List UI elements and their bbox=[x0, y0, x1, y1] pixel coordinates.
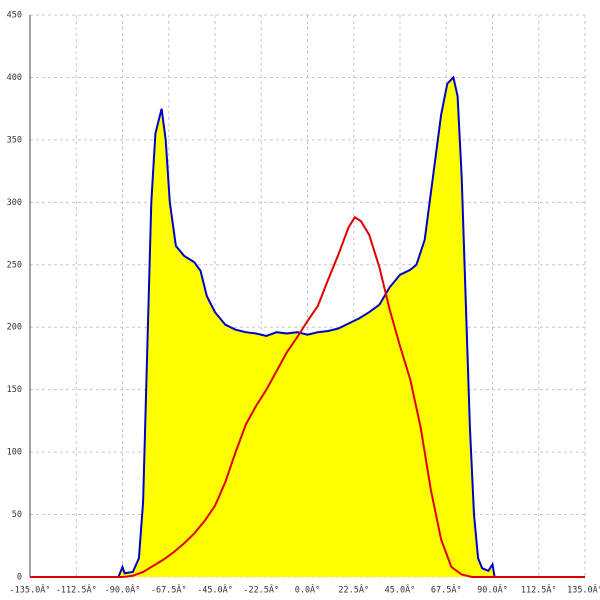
series-line bbox=[30, 215, 585, 578]
y-tick-label: 200 bbox=[7, 323, 22, 333]
y-tick-label: 50 bbox=[12, 510, 22, 520]
x-tick-label: 67.5Â° bbox=[431, 584, 462, 596]
x-tick-label: 0.0Â° bbox=[295, 584, 321, 596]
y-tick-label: 100 bbox=[7, 448, 22, 458]
y-tick-label: 300 bbox=[7, 198, 22, 208]
x-tick-label: 112.5Â° bbox=[521, 584, 557, 596]
x-tick-label: 45.0Â° bbox=[385, 584, 416, 596]
y-tick-label: 0 bbox=[17, 573, 22, 583]
area-fill bbox=[118, 77, 495, 578]
y-tick-label: 400 bbox=[7, 73, 22, 83]
y-tick-label: 450 bbox=[7, 11, 22, 21]
series-line bbox=[117, 75, 496, 578]
x-tick-label: -45.0Â° bbox=[197, 584, 233, 596]
x-tick-label: -135.0Â° bbox=[10, 584, 51, 596]
x-tick-label: 135.0Â° bbox=[567, 584, 600, 596]
y-tick-label: 250 bbox=[7, 260, 22, 270]
x-tick-label: 22.5Â° bbox=[338, 584, 369, 596]
x-tick-label: 90.0Â° bbox=[477, 584, 508, 596]
x-tick-label: -112.5Â° bbox=[56, 584, 97, 596]
x-tick-label: -67.5Â° bbox=[151, 584, 187, 596]
x-tick-label: -90.0Â° bbox=[105, 584, 141, 596]
y-tick-label: 350 bbox=[7, 135, 22, 145]
y-tick-label: 150 bbox=[7, 385, 22, 395]
x-tick-label: -22.5Â° bbox=[243, 584, 279, 596]
